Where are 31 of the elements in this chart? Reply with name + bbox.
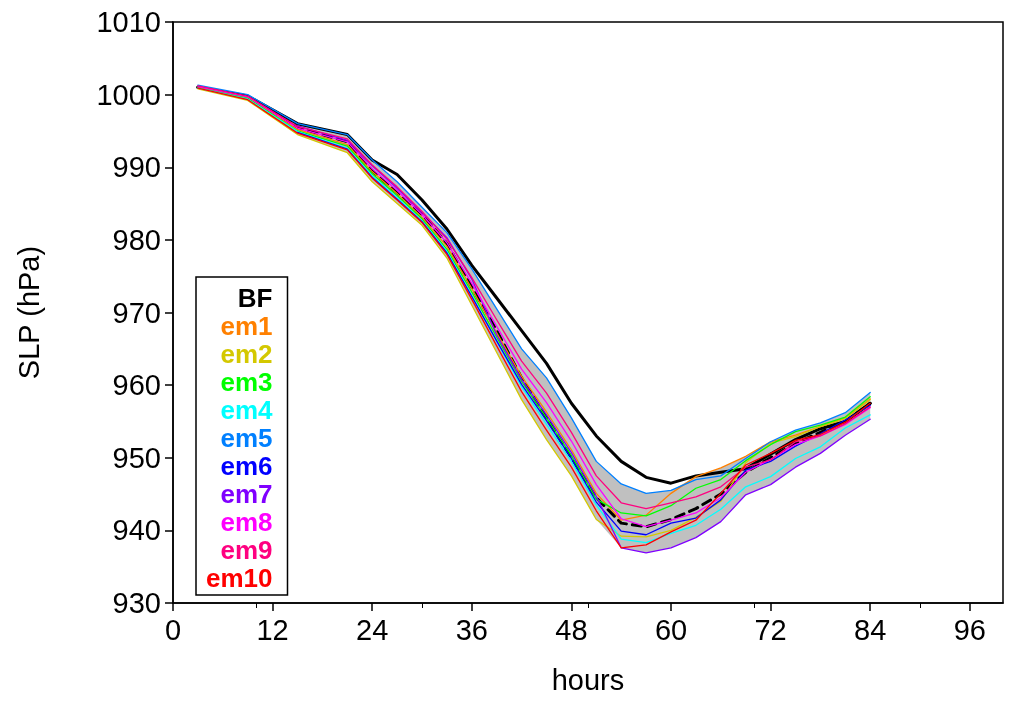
y-tick-label: 1010: [96, 6, 161, 38]
x-tick-label: 24: [356, 613, 389, 646]
y-tick-label: 960: [112, 369, 161, 402]
y-tick-label: 980: [112, 223, 161, 256]
text: em4: [220, 395, 274, 425]
text: BF: [237, 283, 273, 313]
y-tick-label: 1000: [96, 78, 161, 111]
x-tick-label: 96: [953, 613, 986, 646]
text: em10: [206, 563, 273, 593]
x-tick-label: 0: [164, 613, 182, 646]
x-tick-label: 12: [256, 613, 289, 646]
x-tick-label: 72: [754, 613, 787, 646]
x-tick-label: 60: [654, 613, 688, 646]
x-tick-label: 48: [555, 613, 588, 646]
text: em3: [220, 367, 273, 397]
x-tick-label: 36: [455, 613, 488, 646]
x-tick-label: 84: [854, 613, 887, 646]
text: em8: [220, 507, 273, 537]
text: em2: [220, 339, 273, 369]
text: em6: [220, 451, 273, 481]
y-tick-label: 970: [112, 296, 161, 329]
y-tick-label: 990: [112, 151, 161, 184]
x-axis-title: hours: [551, 663, 625, 696]
text: em5: [220, 423, 273, 453]
y-tick-label: 950: [112, 441, 161, 474]
text: em1: [220, 311, 273, 341]
text: em7: [220, 479, 273, 509]
y-tick-label: 930: [112, 587, 161, 619]
y-tick-label: 940: [112, 514, 161, 547]
y-axis-title: SLP (hPa): [12, 245, 45, 380]
text: em9: [220, 535, 273, 565]
